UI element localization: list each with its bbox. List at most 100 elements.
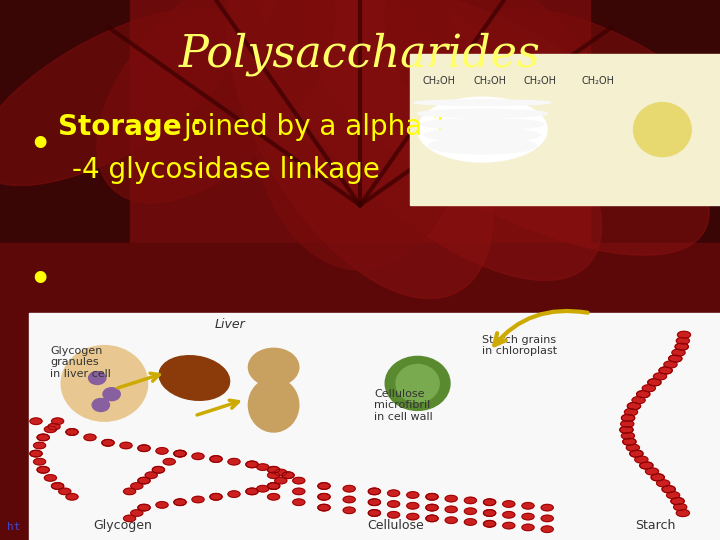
Ellipse shape bbox=[671, 498, 684, 504]
Bar bbox=[29, 313, 720, 540]
Ellipse shape bbox=[257, 464, 269, 470]
Ellipse shape bbox=[37, 434, 49, 441]
Ellipse shape bbox=[541, 515, 553, 522]
Ellipse shape bbox=[318, 483, 330, 489]
Ellipse shape bbox=[503, 511, 515, 518]
Text: CH₂OH: CH₂OH bbox=[581, 76, 614, 86]
Ellipse shape bbox=[210, 494, 222, 500]
Ellipse shape bbox=[480, 9, 720, 186]
Ellipse shape bbox=[174, 450, 186, 457]
Ellipse shape bbox=[418, 109, 547, 117]
Text: Glycogen
granules
in liver cell: Glycogen granules in liver cell bbox=[50, 346, 112, 379]
Ellipse shape bbox=[174, 499, 186, 505]
Ellipse shape bbox=[138, 445, 150, 451]
Ellipse shape bbox=[623, 438, 636, 445]
Ellipse shape bbox=[623, 438, 636, 445]
Ellipse shape bbox=[426, 515, 438, 522]
Ellipse shape bbox=[634, 103, 691, 157]
Ellipse shape bbox=[275, 469, 287, 476]
Ellipse shape bbox=[627, 403, 641, 409]
Text: Cellulose
microfibril
in cell wall: Cellulose microfibril in cell wall bbox=[374, 389, 433, 422]
Ellipse shape bbox=[369, 488, 380, 495]
Ellipse shape bbox=[659, 367, 672, 374]
Ellipse shape bbox=[675, 343, 688, 350]
Ellipse shape bbox=[627, 403, 641, 409]
Ellipse shape bbox=[246, 488, 258, 495]
Ellipse shape bbox=[34, 458, 45, 465]
Ellipse shape bbox=[257, 485, 269, 492]
Ellipse shape bbox=[428, 138, 536, 154]
Ellipse shape bbox=[674, 503, 687, 511]
Ellipse shape bbox=[37, 434, 49, 441]
Text: -4 glycosidase linkage: -4 glycosidase linkage bbox=[72, 156, 380, 184]
Text: Starch grains
in chloroplast: Starch grains in chloroplast bbox=[482, 335, 557, 356]
Ellipse shape bbox=[659, 367, 672, 374]
Ellipse shape bbox=[464, 497, 477, 504]
Ellipse shape bbox=[387, 501, 400, 507]
Ellipse shape bbox=[66, 429, 78, 435]
Ellipse shape bbox=[138, 504, 150, 511]
Ellipse shape bbox=[396, 364, 439, 402]
Text: Liver: Liver bbox=[215, 318, 246, 330]
Ellipse shape bbox=[369, 510, 380, 516]
Ellipse shape bbox=[66, 494, 78, 500]
Ellipse shape bbox=[662, 486, 675, 492]
Ellipse shape bbox=[675, 343, 688, 350]
Ellipse shape bbox=[30, 450, 42, 457]
Ellipse shape bbox=[156, 502, 168, 508]
Ellipse shape bbox=[138, 477, 150, 484]
Ellipse shape bbox=[228, 491, 240, 497]
Ellipse shape bbox=[52, 483, 63, 489]
Ellipse shape bbox=[102, 440, 114, 446]
Ellipse shape bbox=[45, 475, 56, 481]
Ellipse shape bbox=[414, 100, 551, 105]
Circle shape bbox=[248, 348, 299, 386]
Bar bbox=[0, 335, 29, 540]
Ellipse shape bbox=[418, 97, 547, 162]
Text: Cellulose: Cellulose bbox=[368, 519, 424, 532]
Ellipse shape bbox=[268, 472, 279, 478]
Ellipse shape bbox=[343, 485, 355, 492]
Ellipse shape bbox=[654, 373, 667, 380]
Ellipse shape bbox=[620, 427, 633, 433]
Ellipse shape bbox=[635, 456, 648, 463]
Text: Storage :: Storage : bbox=[58, 113, 212, 141]
Ellipse shape bbox=[657, 480, 670, 487]
Ellipse shape bbox=[246, 461, 258, 468]
Ellipse shape bbox=[541, 504, 553, 511]
Ellipse shape bbox=[263, 0, 601, 280]
Ellipse shape bbox=[145, 472, 157, 478]
Ellipse shape bbox=[484, 499, 495, 505]
Ellipse shape bbox=[210, 456, 222, 462]
Ellipse shape bbox=[318, 504, 330, 511]
Ellipse shape bbox=[299, 0, 709, 255]
Ellipse shape bbox=[664, 361, 677, 368]
Ellipse shape bbox=[159, 356, 230, 400]
Ellipse shape bbox=[48, 423, 60, 430]
Ellipse shape bbox=[153, 467, 164, 473]
Ellipse shape bbox=[672, 349, 685, 356]
Ellipse shape bbox=[246, 488, 258, 495]
Ellipse shape bbox=[445, 495, 457, 502]
Ellipse shape bbox=[630, 450, 643, 457]
Ellipse shape bbox=[669, 355, 682, 362]
Ellipse shape bbox=[66, 429, 78, 435]
Ellipse shape bbox=[124, 515, 135, 522]
Ellipse shape bbox=[426, 504, 438, 511]
Bar bbox=[130, 0, 590, 243]
Ellipse shape bbox=[426, 494, 438, 500]
Bar bbox=[590, 0, 720, 243]
Ellipse shape bbox=[421, 119, 544, 130]
Circle shape bbox=[89, 372, 106, 384]
Ellipse shape bbox=[648, 379, 661, 386]
Ellipse shape bbox=[30, 450, 42, 457]
Ellipse shape bbox=[268, 494, 279, 500]
Ellipse shape bbox=[268, 483, 279, 489]
Ellipse shape bbox=[640, 462, 653, 469]
Ellipse shape bbox=[131, 510, 143, 516]
Ellipse shape bbox=[624, 408, 638, 416]
Ellipse shape bbox=[343, 507, 355, 514]
Ellipse shape bbox=[642, 384, 655, 392]
Circle shape bbox=[92, 399, 109, 411]
Ellipse shape bbox=[662, 486, 675, 492]
